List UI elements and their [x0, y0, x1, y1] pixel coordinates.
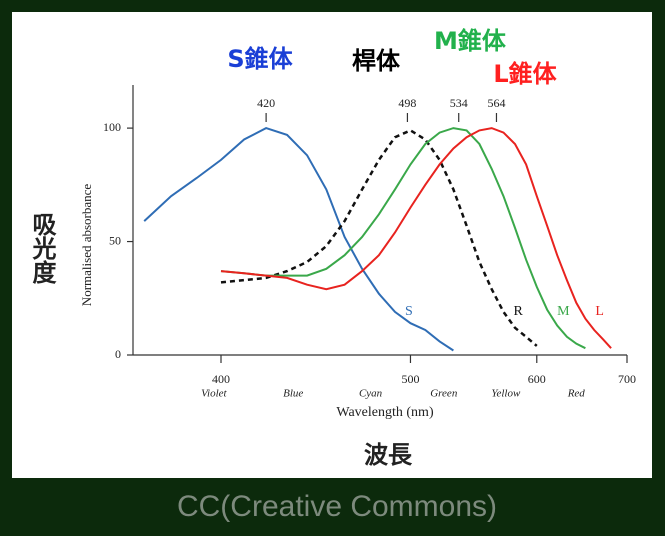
- series-title: M錐体: [434, 27, 507, 55]
- band-label: Violet: [201, 388, 227, 400]
- series-end-label: M: [557, 304, 570, 319]
- x-tick-label: 500: [401, 372, 419, 386]
- series-end-label: R: [514, 304, 524, 319]
- series-line: [220, 127, 586, 350]
- series-end-label: S: [405, 304, 413, 319]
- caption: CC(Creative Commons): [177, 490, 497, 523]
- band-label: Blue: [283, 388, 303, 400]
- band-label: Red: [567, 388, 586, 400]
- band-label: Cyan: [359, 388, 383, 400]
- band-label: Yellow: [491, 388, 521, 400]
- band-label: Green: [430, 388, 458, 400]
- series-line: [220, 128, 538, 347]
- series-title: 桿体: [352, 47, 401, 75]
- peak-label: 564: [487, 96, 505, 110]
- series-line: [220, 127, 612, 349]
- series-end-label: L: [595, 304, 604, 319]
- x-tick-label: 700: [618, 372, 636, 386]
- x-axis-title: 波長: [364, 441, 413, 469]
- x-tick-label: 600: [528, 372, 546, 386]
- y-axis-label: Normalised absorbance: [79, 184, 94, 307]
- panel: [12, 12, 652, 478]
- y-axis-title: 吸光度: [28, 212, 57, 285]
- x-axis-label: Wavelength (nm): [336, 405, 434, 420]
- peak-label: 534: [450, 96, 468, 110]
- x-tick-label: 400: [212, 372, 230, 386]
- y-tick-label: 0: [115, 347, 121, 361]
- peak-label: 420: [257, 96, 275, 110]
- series-title: S錐体: [227, 45, 293, 73]
- y-tick-label: 50: [109, 233, 121, 247]
- series-line: [143, 127, 454, 352]
- series-title: L錐体: [493, 60, 557, 88]
- peak-label: 498: [398, 96, 416, 110]
- y-tick-label: 100: [103, 120, 121, 134]
